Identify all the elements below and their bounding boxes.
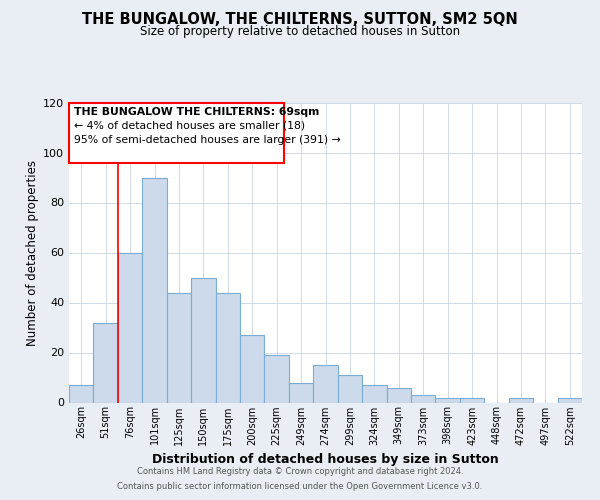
Text: Size of property relative to detached houses in Sutton: Size of property relative to detached ho… xyxy=(140,25,460,38)
Text: THE BUNGALOW, THE CHILTERNS, SUTTON, SM2 5QN: THE BUNGALOW, THE CHILTERNS, SUTTON, SM2… xyxy=(82,12,518,28)
Text: Contains HM Land Registry data © Crown copyright and database right 2024.: Contains HM Land Registry data © Crown c… xyxy=(137,467,463,476)
Y-axis label: Number of detached properties: Number of detached properties xyxy=(26,160,39,346)
Bar xyxy=(436,398,460,402)
X-axis label: Distribution of detached houses by size in Sutton: Distribution of detached houses by size … xyxy=(152,453,499,466)
Bar xyxy=(265,355,289,403)
Bar xyxy=(338,375,362,402)
Bar xyxy=(118,252,142,402)
Bar xyxy=(215,292,240,403)
Bar xyxy=(69,385,94,402)
Bar xyxy=(386,388,411,402)
Bar xyxy=(167,292,191,403)
Bar xyxy=(289,382,313,402)
Bar xyxy=(240,335,265,402)
Text: Contains public sector information licensed under the Open Government Licence v3: Contains public sector information licen… xyxy=(118,482,482,491)
Text: ← 4% of detached houses are smaller (18): ← 4% of detached houses are smaller (18) xyxy=(74,120,305,130)
Bar xyxy=(94,322,118,402)
Text: THE BUNGALOW THE CHILTERNS: 69sqm: THE BUNGALOW THE CHILTERNS: 69sqm xyxy=(74,106,319,117)
Bar xyxy=(557,398,582,402)
Bar xyxy=(191,278,215,402)
Bar xyxy=(509,398,533,402)
Text: 95% of semi-detached houses are larger (391) →: 95% of semi-detached houses are larger (… xyxy=(74,134,341,144)
Bar xyxy=(460,398,484,402)
Bar xyxy=(313,365,338,403)
Bar xyxy=(411,395,436,402)
Bar xyxy=(142,178,167,402)
Bar xyxy=(362,385,386,402)
